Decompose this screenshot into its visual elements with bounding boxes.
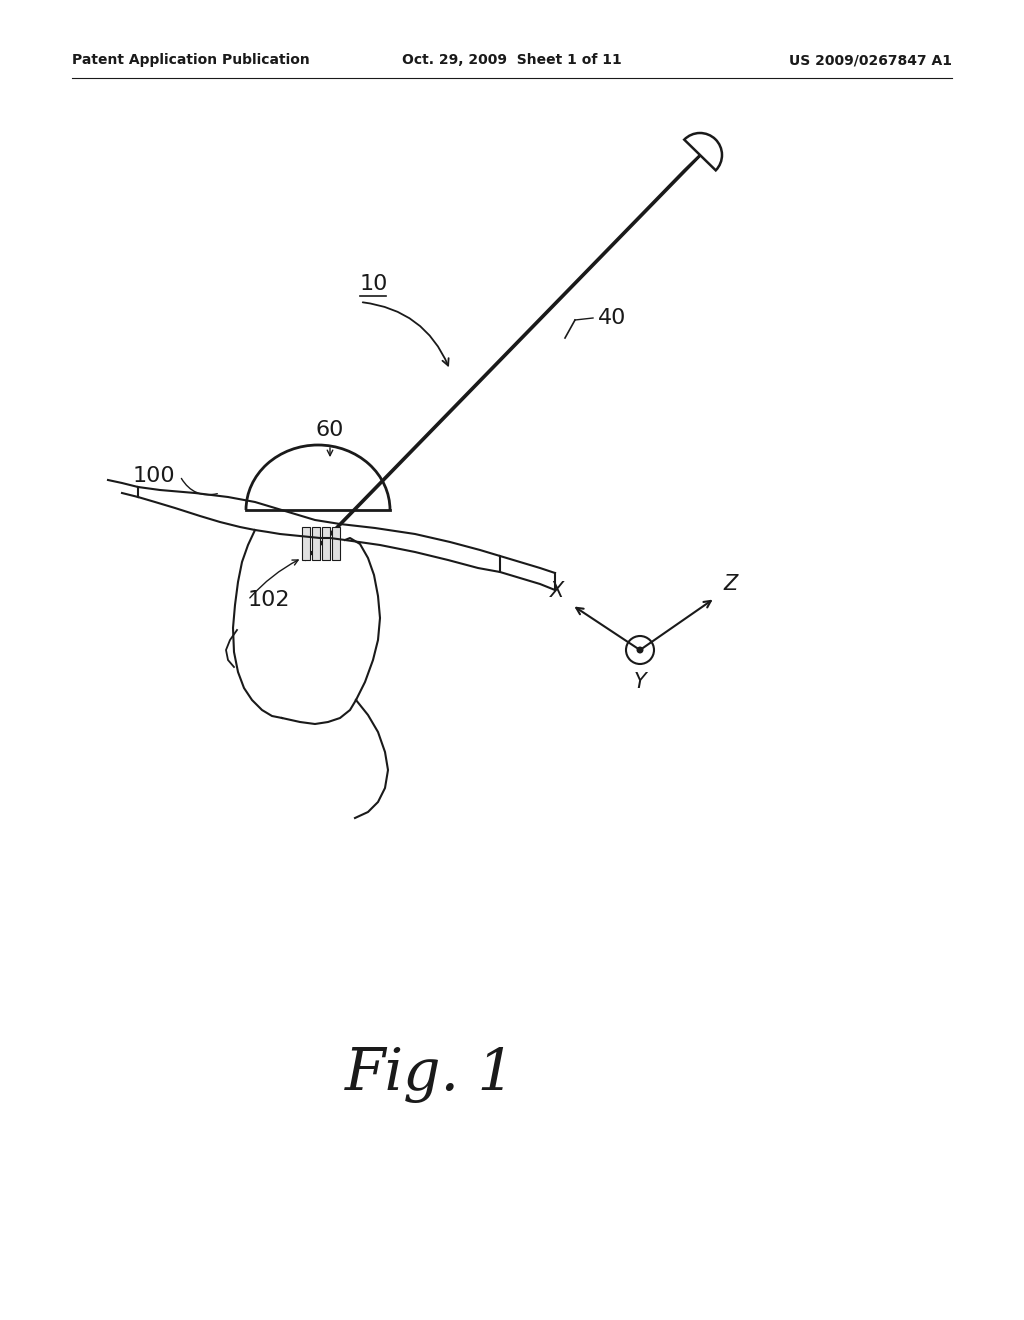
Polygon shape [304, 140, 716, 561]
Text: Y: Y [634, 672, 646, 692]
Text: 100: 100 [132, 466, 175, 486]
Wedge shape [684, 133, 722, 170]
Text: 60: 60 [315, 420, 344, 440]
Text: Z: Z [723, 574, 737, 594]
Text: Oct. 29, 2009  Sheet 1 of 11: Oct. 29, 2009 Sheet 1 of 11 [402, 53, 622, 67]
Text: 10: 10 [360, 275, 388, 294]
Text: US 2009/0267847 A1: US 2009/0267847 A1 [790, 53, 952, 67]
Circle shape [637, 647, 643, 653]
Bar [302, 527, 310, 560]
Text: X: X [550, 581, 564, 601]
Text: 102: 102 [248, 590, 291, 610]
Text: 40: 40 [598, 308, 627, 327]
Bar [322, 527, 330, 560]
Circle shape [626, 636, 654, 664]
Bar [312, 527, 319, 560]
Text: Patent Application Publication: Patent Application Publication [72, 53, 309, 67]
Bar [332, 527, 340, 560]
Text: Fig. 1: Fig. 1 [345, 1047, 515, 1104]
